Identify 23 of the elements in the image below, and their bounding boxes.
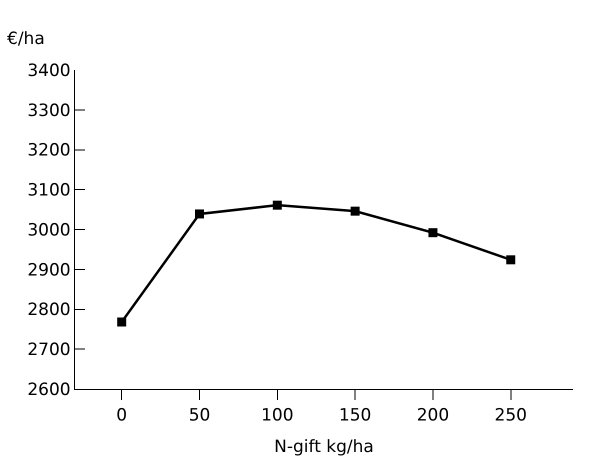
point <box>117 318 126 327</box>
x-tick-label: 250 <box>494 405 527 426</box>
y-axis-title: €/ha <box>7 29 45 49</box>
y-tick-label: 3400 <box>27 60 71 81</box>
y-tick-label: 3300 <box>27 100 71 121</box>
y-tick-label: 2800 <box>27 300 71 320</box>
y-tick-label: 3200 <box>27 140 71 161</box>
y-tick-label: 3000 <box>27 220 71 240</box>
x-tick-label: 100 <box>261 405 294 426</box>
y-tick-label: 2600 <box>27 380 71 400</box>
x-tick-label: 150 <box>338 405 372 426</box>
x-tick-label: 50 <box>188 405 210 426</box>
point <box>506 255 516 264</box>
point <box>195 209 204 218</box>
point <box>350 206 360 216</box>
point <box>428 228 438 238</box>
x-axis-title: N-gift kg/ha <box>274 436 374 457</box>
y-tick-label: 2700 <box>27 340 71 360</box>
y-tick-label: 2900 <box>27 260 71 280</box>
x-tick-label: 0 <box>116 405 128 426</box>
x-tick-label: 200 <box>416 405 450 426</box>
y-tick-label: 3100 <box>27 180 71 201</box>
point <box>272 200 282 210</box>
